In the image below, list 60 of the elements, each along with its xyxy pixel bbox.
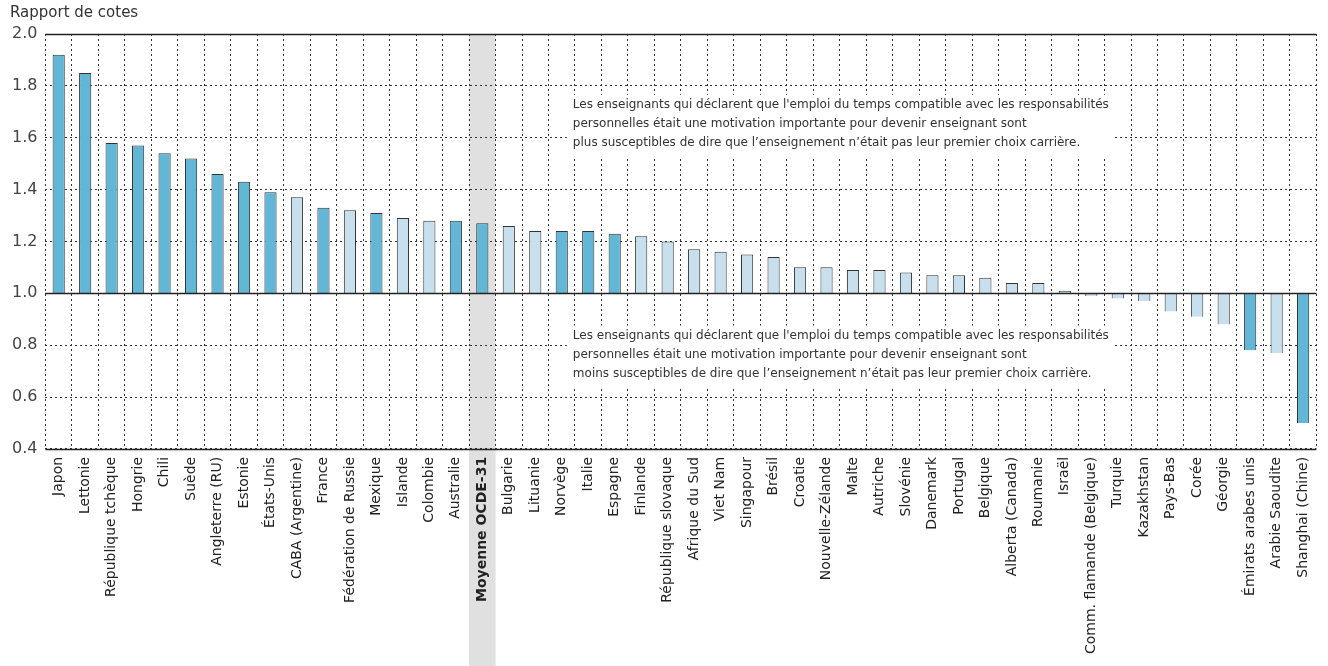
x-tick-label: Viet Nam [711, 456, 728, 522]
x-tick-label: Suède [181, 456, 198, 501]
x-tick-label: Portugal [949, 456, 966, 515]
x-tick-label: CABA (Argentine) [287, 456, 304, 580]
x-tick-label: Arabie Saoudite [1267, 456, 1284, 569]
x-tick-label: Malte [843, 456, 860, 496]
x-tick-label: Kazakhstan [1134, 456, 1151, 538]
x-tick-label: Lituanie [525, 456, 542, 513]
x-tick-label: Comm. flamande (Belgique) [1081, 456, 1098, 655]
x-tick-label: Turquie [1108, 456, 1125, 509]
x-tick-label: Shanghai (Chine) [1293, 456, 1310, 578]
y-tick-label: 1.2 [11, 230, 38, 250]
y-tick-label: 1.0 [11, 282, 38, 302]
x-tick-label: Croatie [790, 456, 807, 508]
x-tick-label: Pays-Bas [1161, 456, 1178, 519]
x-tick-label: Afrique du Sud [684, 456, 701, 561]
annotation: Les enseignants qui déclarent que l'emploi du temps compatible avec les responsabilités personnelles était une motivation importante pour devenir enseignant sont plus susceptibles de dire que l’enseignement n’était pas leur premier choix carrière. [572, 96, 1109, 149]
x-tick-label: Roumanie [1028, 456, 1045, 528]
x-tick-label: Mexique [367, 456, 384, 516]
y-tick-label: 1.6 [11, 126, 38, 146]
x-tick-label: Norvège [552, 456, 569, 517]
y-tick-label: 1.4 [11, 178, 38, 198]
x-tick-label: Islande [393, 456, 410, 508]
y-tick-label: 2.0 [11, 23, 38, 43]
x-tick-label: France [314, 456, 331, 504]
x-tick-label: Lettonie [75, 456, 92, 514]
y-axis-title: Rapport de cotes [10, 3, 139, 22]
x-tick-label: Alberta (Canada) [1002, 456, 1019, 577]
x-tick-label: Finlande [631, 456, 648, 516]
x-tick-label: Japon [49, 456, 66, 497]
x-tick-label: Fédération de Russie [340, 456, 357, 603]
x-tick-label: Singapour [737, 456, 754, 529]
x-tick-label: Israël [1055, 456, 1072, 496]
x-tick-label: Belgique [976, 456, 993, 519]
x-tick-label: Géorgie [1214, 456, 1231, 512]
x-tick-label: Danemark [923, 455, 940, 530]
y-tick-label: 0.8 [11, 334, 38, 354]
x-tick-label: Moyenne OCDE-31 [472, 456, 489, 603]
x-tick-label: Chili [155, 456, 172, 488]
x-tick-label: Australie [446, 456, 463, 519]
x-tick-label: Autriche [870, 456, 887, 516]
x-tick-label: Émirats arabes unis [1240, 456, 1257, 596]
x-tick-label: République tchèque [102, 456, 119, 597]
annotation: Les enseignants qui déclarent que l'emploi du temps compatible avec les responsabilités personnelles était une motivation importante pour devenir enseignant sont moins susceptibles de dire que l’enseignement n’était pas leur premier choix carrière. [572, 327, 1109, 380]
x-tick-label: Nouvelle-Zélande [817, 456, 834, 581]
x-tick-label: Bulgarie [499, 456, 516, 515]
x-tick-label: Estonie [234, 456, 251, 509]
y-tick-label: 0.6 [11, 386, 38, 406]
y-tick-label: 1.8 [11, 75, 38, 95]
x-tick-label: République slovaque [658, 456, 675, 603]
x-tick-label: Angleterre (RU) [208, 456, 225, 566]
x-tick-label: Espagne [605, 456, 622, 517]
x-tick-label: Brésil [764, 456, 781, 496]
x-tick-label: Corée [1187, 456, 1204, 498]
x-tick-label: Hongrie [128, 456, 145, 512]
y-tick-label: 0.4 [11, 438, 38, 458]
x-tick-label: États-Unis [261, 456, 278, 528]
x-tick-label: Italie [578, 456, 595, 492]
x-tick-label: Slovénie [896, 456, 913, 517]
x-tick-label: Colombie [420, 456, 437, 523]
